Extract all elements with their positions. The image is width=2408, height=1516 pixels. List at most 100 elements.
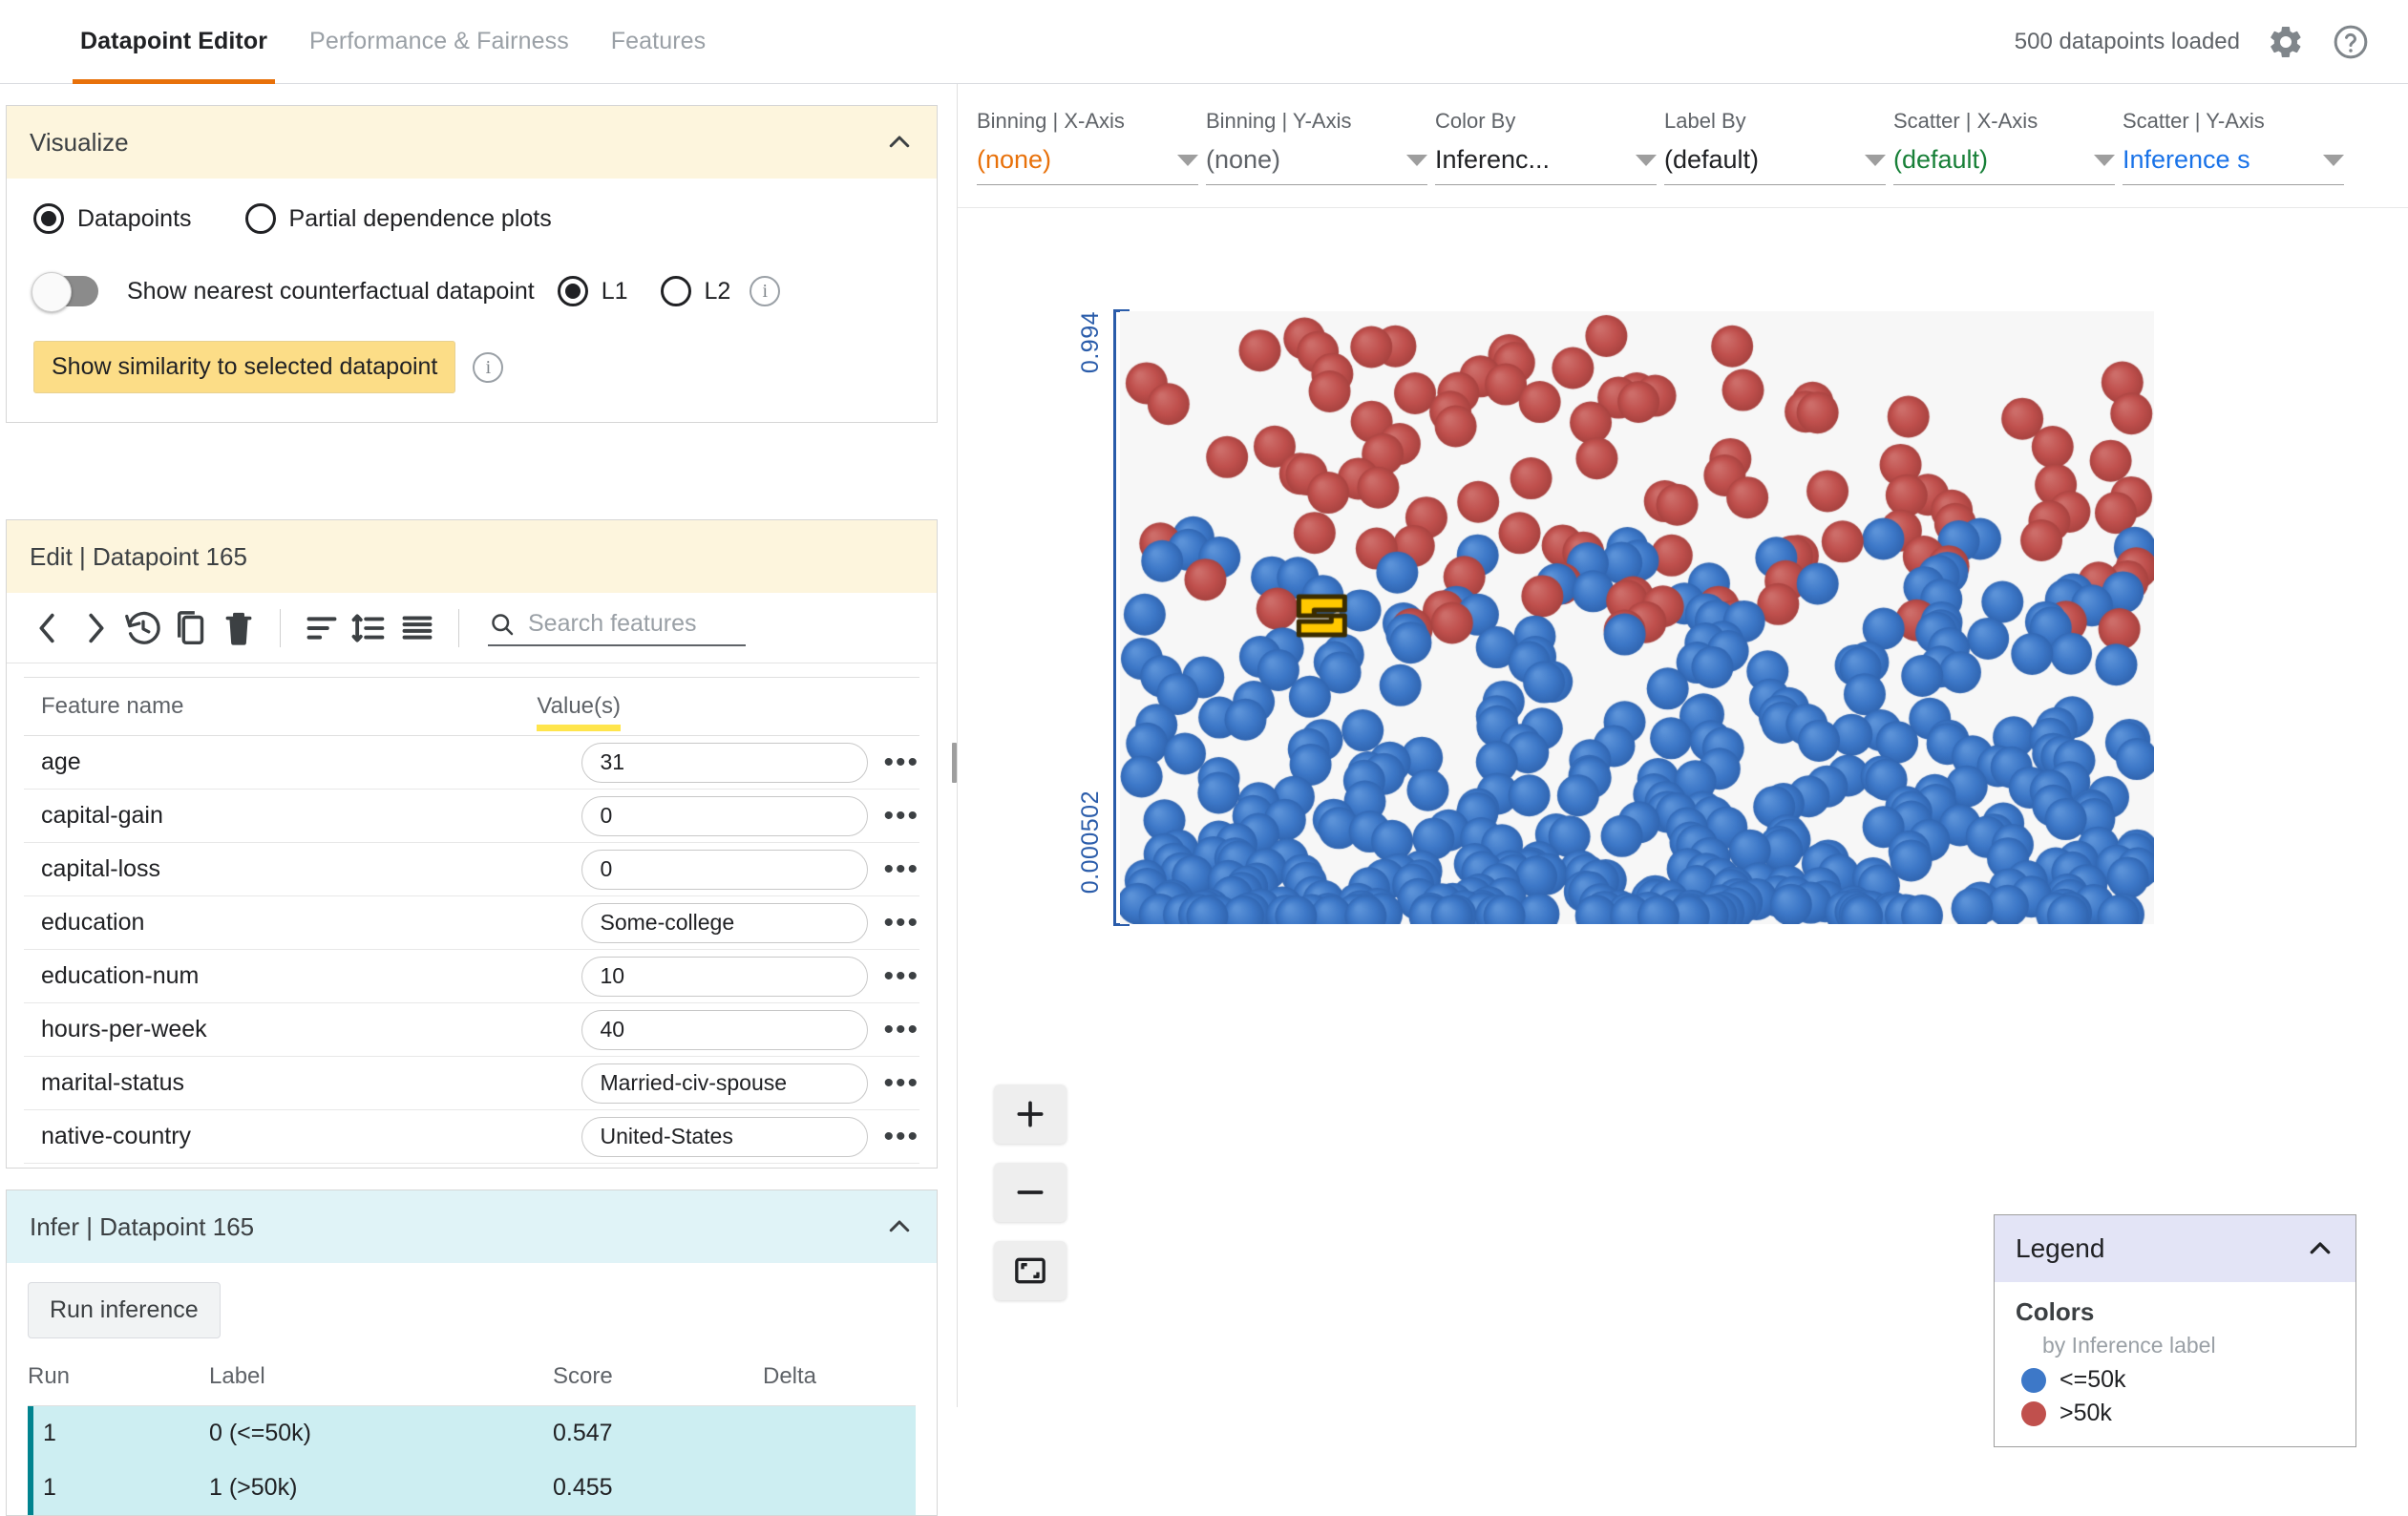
legend-color-swatch — [2021, 1368, 2046, 1393]
tab-label: Datapoint Editor — [80, 28, 267, 55]
zoom-in-button[interactable] — [994, 1084, 1067, 1144]
control-select[interactable]: (none) — [977, 143, 1198, 185]
feature-name: education — [41, 909, 144, 937]
chevron-left-icon[interactable] — [26, 606, 70, 650]
legend-body: Colors by Inference label <=50k>50k — [1995, 1282, 2355, 1446]
legend-item-label: >50k — [2059, 1400, 2112, 1427]
gear-icon[interactable] — [2267, 23, 2305, 61]
score-cell: 0.547 — [553, 1406, 763, 1462]
visualize-card: Visualize Datapoints Partial dependence … — [6, 105, 938, 423]
feature-value-input[interactable]: United-States — [581, 1117, 868, 1157]
column-values[interactable]: Value(s) — [537, 693, 621, 720]
feature-value-input[interactable]: 31 — [581, 743, 868, 783]
edit-title: Edit | Datapoint 165 — [30, 542, 247, 572]
chevron-down-icon[interactable] — [1636, 155, 1657, 166]
scatter-plot[interactable] — [1120, 311, 2154, 924]
control-value: (none) — [1206, 145, 1280, 175]
visualize-header[interactable]: Visualize — [7, 106, 937, 179]
feature-name: native-country — [41, 1123, 191, 1150]
row-more-options-icon[interactable]: ••• — [883, 855, 919, 884]
row-more-options-icon[interactable]: ••• — [883, 802, 919, 831]
feature-value-input[interactable]: Married-civ-spouse — [581, 1063, 868, 1104]
legend-item[interactable]: <=50k — [2016, 1366, 2334, 1394]
sort-amount-icon[interactable] — [348, 606, 391, 650]
radio-partial-dependence-plots-label: Partial dependence plots — [289, 205, 552, 233]
row-more-options-icon[interactable]: ••• — [883, 909, 919, 937]
list-lines-icon[interactable] — [395, 606, 439, 650]
duplicate-icon[interactable] — [169, 606, 213, 650]
control-select[interactable]: Inference s — [2123, 143, 2344, 185]
legend-title: Legend — [2016, 1233, 2104, 1264]
axis-controls-bar: Binning | X-Axis(none)Binning | Y-Axis(n… — [958, 84, 2408, 208]
control-select[interactable]: Inferenc... — [1435, 143, 1657, 185]
row-more-options-icon[interactable]: ••• — [883, 1016, 919, 1044]
infer-header[interactable]: Infer | Datapoint 165 — [7, 1190, 937, 1263]
control-value: (default) — [1893, 145, 1988, 175]
feature-value-input[interactable]: 0 — [581, 796, 868, 836]
legend-header[interactable]: Legend — [1995, 1215, 2355, 1282]
row-more-options-icon[interactable]: ••• — [883, 1069, 919, 1098]
feature-value-input[interactable]: 0 — [581, 850, 868, 890]
control-binning-x-axis: Binning | X-Axis(none) — [977, 109, 1198, 185]
search-features-wrapper[interactable] — [488, 610, 746, 646]
chevron-down-icon[interactable] — [1177, 155, 1198, 166]
delete-trash-icon[interactable] — [217, 606, 261, 650]
revert-history-icon[interactable] — [121, 606, 165, 650]
feature-value-input[interactable]: 40 — [581, 1010, 868, 1050]
radio-partial-dependence-plots[interactable] — [245, 203, 276, 234]
row-more-options-icon[interactable]: ••• — [883, 962, 919, 991]
control-select[interactable]: (default) — [1664, 143, 1886, 185]
chevron-down-icon[interactable] — [1406, 155, 1427, 166]
tab-label: Features — [611, 28, 706, 55]
chevron-right-icon[interactable] — [74, 606, 117, 650]
row-more-options-icon[interactable]: ••• — [883, 1123, 919, 1151]
row-more-options-icon[interactable]: ••• — [883, 748, 919, 777]
feature-table-header: Feature name Value(s) — [24, 677, 919, 736]
chevron-up-icon[interactable] — [2306, 1234, 2334, 1263]
zoom-reset-button[interactable] — [994, 1241, 1067, 1300]
run-inference-button[interactable]: Run inference — [28, 1282, 221, 1338]
feature-value-input[interactable]: 10 — [581, 957, 868, 997]
help-circle-icon[interactable] — [2332, 23, 2370, 61]
mode-radio-group: Datapoints Partial dependence plots — [33, 203, 910, 234]
control-select[interactable]: (none) — [1206, 143, 1427, 185]
legend-item[interactable]: >50k — [2016, 1400, 2334, 1427]
show-similarity-button[interactable]: Show similarity to selected datapoint — [33, 341, 455, 393]
chevron-up-icon[interactable] — [885, 128, 914, 157]
y-axis-label-max: 0.994 — [1077, 311, 1105, 373]
radio-l2[interactable] — [661, 276, 691, 306]
splitter-grip-handle[interactable] — [952, 743, 957, 783]
radio-l2-label: L2 — [705, 278, 731, 305]
counterfactual-toggle[interactable] — [33, 276, 98, 306]
legend-section-title: Colors — [2016, 1297, 2334, 1327]
control-label: Scatter | X-Axis — [1893, 109, 2115, 134]
sort-lines-icon[interactable] — [300, 606, 344, 650]
similarity-info-icon[interactable]: i — [473, 352, 503, 383]
radio-datapoints[interactable] — [33, 203, 64, 234]
feature-value-input[interactable]: Some-college — [581, 903, 868, 943]
tab-performance-fairness[interactable]: Performance & Fairness — [288, 0, 590, 84]
chevron-down-icon[interactable] — [2094, 155, 2115, 166]
tab-features[interactable]: Features — [590, 0, 727, 84]
radio-l1[interactable] — [558, 276, 588, 306]
chevron-down-icon[interactable] — [1865, 155, 1886, 166]
radio-datapoints-label: Datapoints — [77, 205, 192, 233]
legend-panel: Legend Colors by Inference label <=50k>5… — [1994, 1214, 2356, 1447]
chevron-down-icon[interactable] — [2323, 155, 2344, 166]
scatter-canvas[interactable] — [1120, 311, 2154, 924]
label-cell: 0 (<=50k) — [209, 1406, 553, 1462]
zoom-out-button[interactable] — [994, 1163, 1067, 1222]
panel-splitter[interactable] — [951, 84, 957, 1407]
legend-entries: <=50k >50k — [2016, 1366, 2334, 1427]
counterfactual-info-icon[interactable]: i — [750, 276, 780, 306]
search-input[interactable] — [528, 610, 746, 638]
infer-card: Infer | Datapoint 165 Run inference Run … — [6, 1190, 938, 1516]
chevron-up-icon[interactable] — [885, 1212, 914, 1241]
control-select[interactable]: (default) — [1893, 143, 2115, 185]
tab-datapoint-editor[interactable]: Datapoint Editor — [59, 0, 288, 84]
